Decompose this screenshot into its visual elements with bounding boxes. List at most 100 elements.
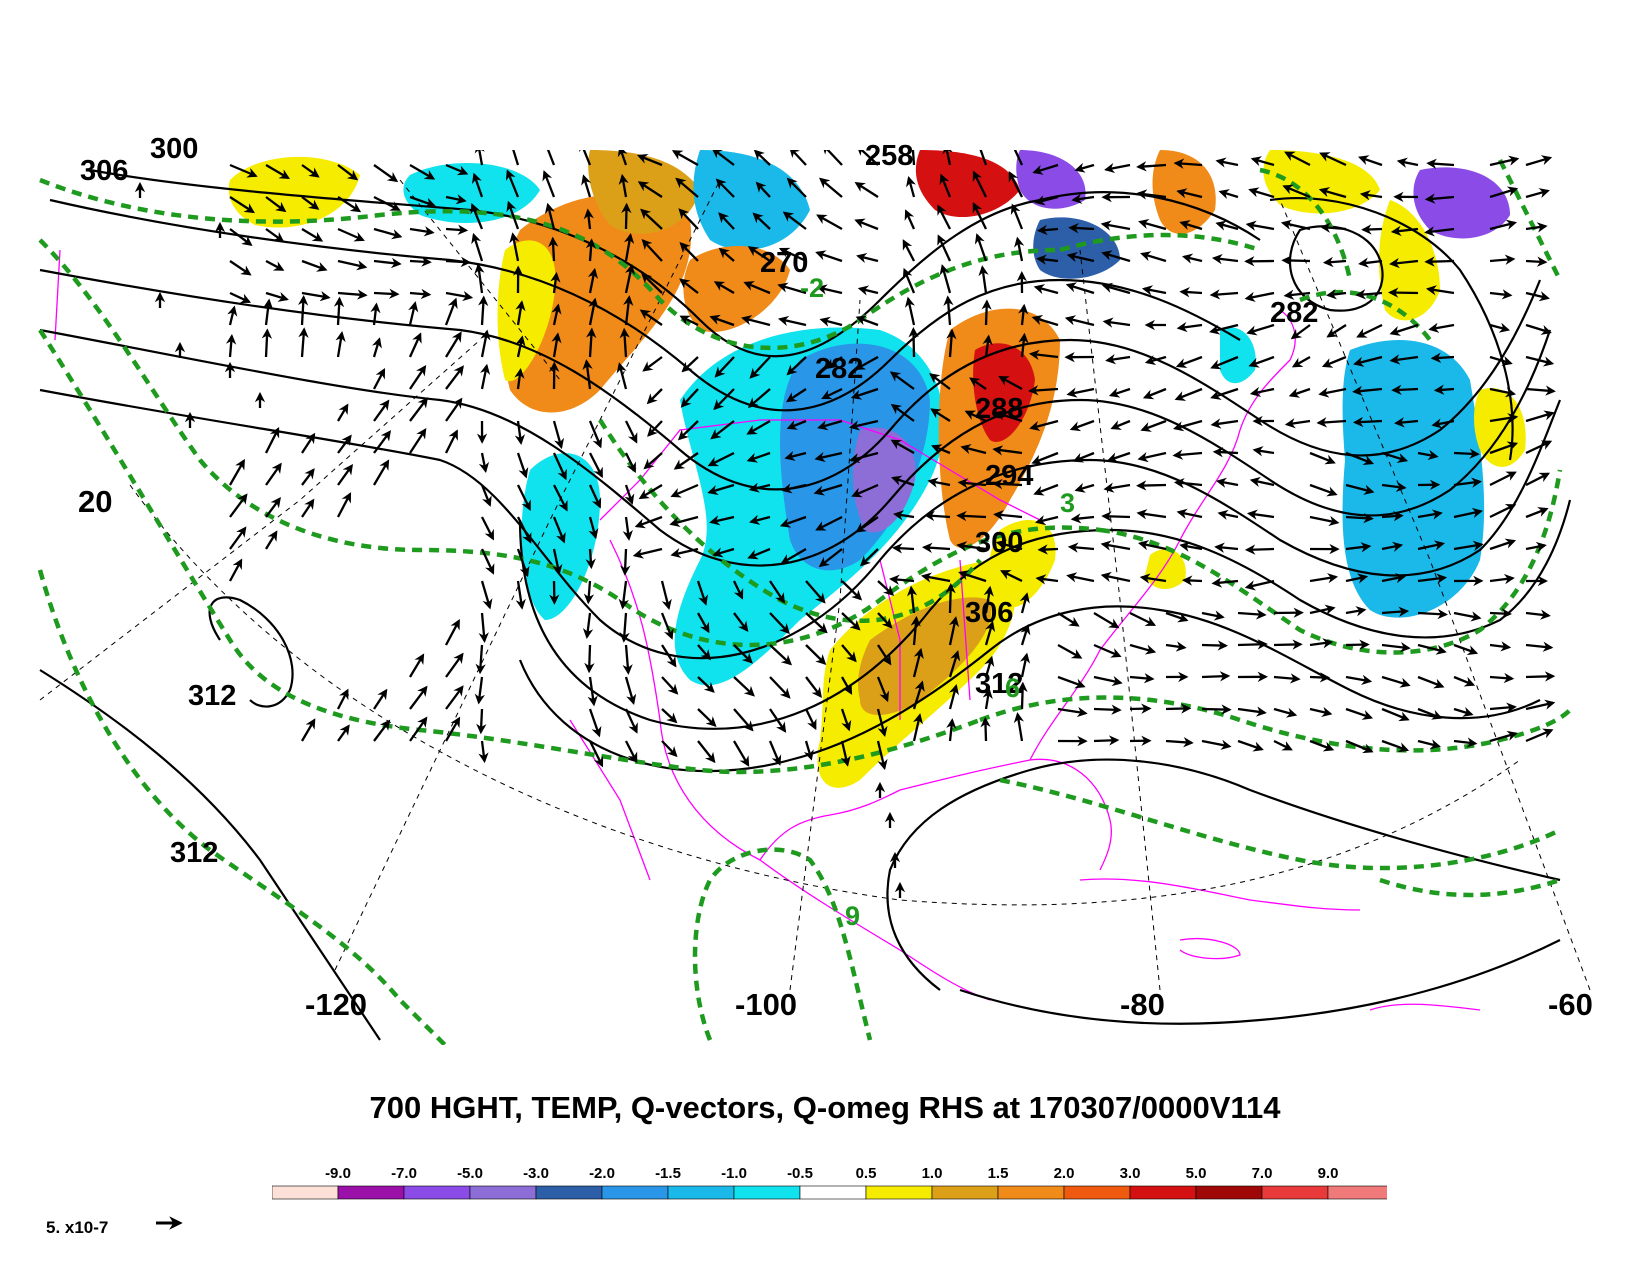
q-vector-arrow bbox=[623, 232, 635, 262]
q-vector-arrow bbox=[1033, 483, 1059, 496]
q-vector-arrow bbox=[1525, 291, 1550, 302]
yellow-region bbox=[1263, 150, 1380, 214]
q-vector-arrow bbox=[1525, 256, 1548, 267]
q-vector-arrow bbox=[409, 164, 436, 180]
q-vector-arrow bbox=[1282, 184, 1311, 199]
q-vector-arrow bbox=[946, 718, 957, 742]
q-vector-arrow bbox=[583, 208, 594, 230]
q-vector-arrow bbox=[1214, 542, 1239, 553]
q-vector-arrow bbox=[1389, 354, 1419, 365]
q-vector-arrow bbox=[552, 420, 565, 450]
q-vector-arrow bbox=[301, 164, 320, 178]
q-vector-arrow bbox=[1101, 282, 1131, 295]
q-vector-arrow bbox=[505, 169, 520, 198]
q-vector-arrow bbox=[856, 150, 879, 166]
temperature-contours bbox=[38, 158, 1572, 1045]
q-vector-arrow bbox=[1136, 509, 1167, 520]
q-vector-arrow bbox=[768, 740, 782, 766]
q-vector-arrow bbox=[718, 212, 735, 230]
legend-swatch bbox=[1327, 1185, 1387, 1200]
q-vector-arrow bbox=[1140, 251, 1167, 263]
q-vector-arrow bbox=[1013, 150, 1024, 166]
legend-swatch bbox=[997, 1185, 1065, 1200]
q-vector-arrow bbox=[958, 570, 987, 583]
q-vector-arrow bbox=[707, 451, 735, 467]
q-vector-arrow bbox=[1248, 355, 1275, 368]
q-vector-arrow bbox=[784, 450, 807, 461]
q-vector-arrow bbox=[617, 150, 628, 166]
q-vector-arrow bbox=[1381, 541, 1404, 552]
legend-tick-label: -1.0 bbox=[721, 1165, 747, 1182]
q-vector-arrow bbox=[912, 713, 924, 742]
q-vector-arrow bbox=[1108, 387, 1131, 398]
q-vector-arrow bbox=[1345, 451, 1375, 466]
q-vector-arrow bbox=[1138, 219, 1167, 231]
q-vector-arrow bbox=[660, 612, 674, 640]
yellow-region bbox=[228, 156, 360, 228]
q-vector-arrow bbox=[1345, 573, 1369, 584]
q-vector-arrow bbox=[1525, 641, 1554, 652]
q-vector-arrow bbox=[409, 364, 427, 390]
q-vector-arrow bbox=[1210, 418, 1239, 429]
q-vector-arrow bbox=[1394, 417, 1419, 428]
q-vector-arrow bbox=[1020, 624, 1031, 646]
q-vector-arrow bbox=[1142, 387, 1167, 400]
q-vector-arrow bbox=[1309, 483, 1338, 497]
q-vector-arrow bbox=[1489, 387, 1517, 398]
q-vector-arrow bbox=[478, 740, 489, 764]
q-vector-arrow bbox=[1246, 323, 1275, 336]
q-vector-arrow bbox=[709, 314, 735, 327]
temperature-contour-labels: -2 3 9 6 bbox=[800, 273, 1075, 931]
q-vector-arrow bbox=[675, 177, 699, 198]
height-contour-labels: 306 300 258 270 282 282 288 294 300 306 … bbox=[80, 133, 1318, 869]
q-vector-arrow bbox=[618, 173, 629, 198]
q-vector-arrow bbox=[1136, 480, 1167, 491]
height-label: 312 bbox=[188, 680, 236, 712]
q-vector-arrow bbox=[301, 468, 315, 486]
q-vector-arrow bbox=[624, 676, 637, 705]
q-vector-arrow bbox=[1381, 573, 1407, 584]
q-vector-arrow bbox=[877, 644, 892, 666]
q-vector-arrow bbox=[929, 373, 951, 390]
q-vector-arrow bbox=[548, 236, 559, 262]
q-vector-arrow bbox=[1066, 252, 1095, 263]
q-vector-arrow bbox=[937, 204, 952, 230]
legend-tick-label: 3.0 bbox=[1120, 1165, 1141, 1182]
q-vector-arrow bbox=[661, 708, 678, 724]
legend-swatch bbox=[535, 1185, 603, 1200]
q-vector-arrow bbox=[1070, 513, 1095, 524]
q-vector-arrow bbox=[409, 195, 436, 208]
q-vector-arrow bbox=[1017, 681, 1028, 710]
q-vector-arrow bbox=[921, 542, 951, 554]
q-vector-arrow bbox=[1489, 322, 1511, 333]
q-vector-arrow bbox=[1201, 640, 1229, 651]
q-vector-arrow bbox=[624, 708, 638, 734]
q-vector-arrow bbox=[1489, 155, 1520, 167]
legend-swatch bbox=[469, 1185, 537, 1200]
q-vector-arrow bbox=[409, 716, 428, 742]
q-vector-arrow bbox=[1129, 643, 1157, 655]
q-vector-arrow bbox=[769, 676, 791, 699]
q-vector-arrow bbox=[1280, 219, 1311, 231]
q-vector-arrow bbox=[733, 644, 753, 664]
violet-region bbox=[1413, 167, 1510, 239]
q-vector-arrow bbox=[927, 477, 951, 488]
longitude-label: -80 bbox=[1120, 987, 1165, 1022]
vector-scale-label: 5. x10-7 bbox=[46, 1218, 109, 1237]
vector-scale-arrow-icon bbox=[156, 1216, 183, 1230]
longitude-label: -60 bbox=[1548, 987, 1593, 1022]
q-vector-arrow bbox=[1322, 256, 1347, 268]
q-vector-arrow bbox=[409, 427, 427, 454]
q-vector-arrow bbox=[373, 257, 402, 269]
q-vector-arrow bbox=[480, 548, 495, 575]
q-vector-arrow bbox=[1424, 256, 1455, 267]
q-vector-arrow bbox=[1093, 675, 1123, 687]
q-vector-arrow bbox=[1309, 739, 1335, 752]
q-vector-arrow bbox=[805, 644, 827, 665]
q-vector-arrow bbox=[978, 265, 989, 294]
q-vector-arrow bbox=[616, 362, 628, 390]
q-vector-arrow bbox=[713, 281, 735, 294]
q-vector-arrow bbox=[1165, 641, 1187, 652]
q-vector-arrow bbox=[515, 335, 526, 358]
